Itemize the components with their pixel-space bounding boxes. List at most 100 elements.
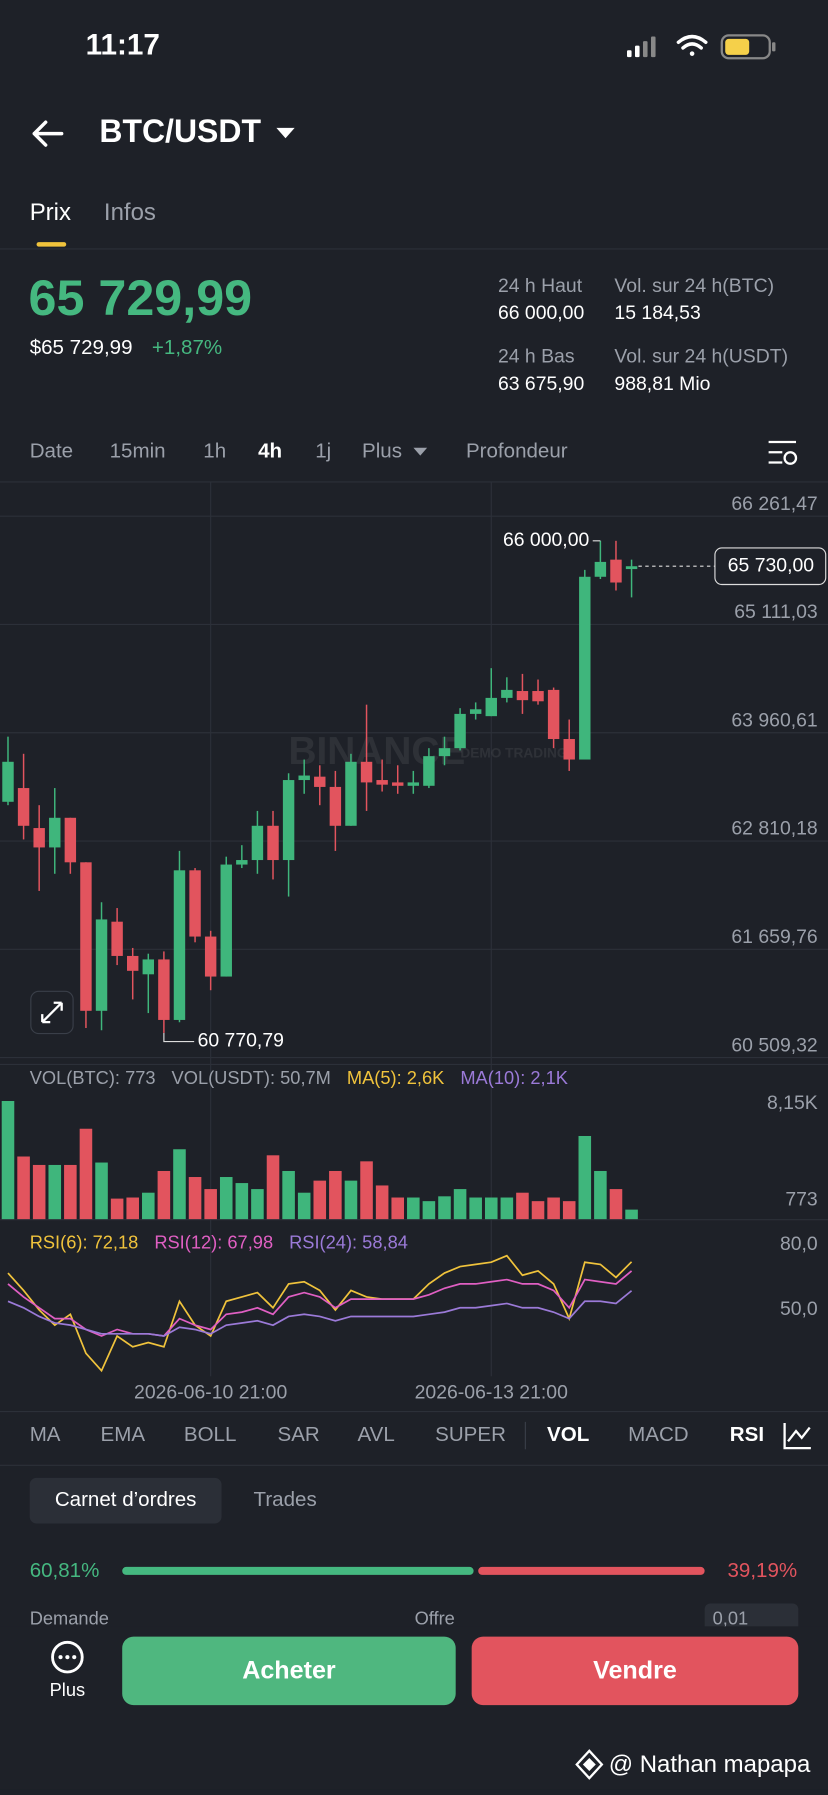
indicator-tab[interactable]: AVL xyxy=(357,1423,394,1446)
volume-bar xyxy=(562,1201,576,1220)
tab-pill[interactable] xyxy=(29,1477,222,1524)
volume-bar xyxy=(79,1128,93,1220)
volume-bar xyxy=(547,1197,560,1220)
chart-area: 2026-06-10 21:00 2026-06-13 21:00 BINANCED… xyxy=(0,481,828,1403)
volume-bar xyxy=(32,1164,46,1220)
ratio-bar xyxy=(122,1566,705,1575)
candle-body xyxy=(64,817,77,863)
candle-body xyxy=(80,862,92,1011)
stat-label: Vol. sur 24 h(BTC) xyxy=(614,275,774,297)
candle-body xyxy=(563,739,575,760)
volume-bar xyxy=(516,1192,529,1220)
volume-bar xyxy=(297,1192,311,1220)
buy-label[interactable]: Acheter xyxy=(242,1657,336,1685)
dropdown-arrow xyxy=(413,447,428,456)
x-tick-label: 2026-06-13 21:00 xyxy=(415,1381,568,1403)
low-marker-label: 60 770,79 xyxy=(198,1030,284,1052)
tab-active[interactable]: Prix xyxy=(30,199,71,226)
sell-label[interactable]: Vendre xyxy=(593,1657,677,1685)
timeframe[interactable]: 1j xyxy=(315,440,331,463)
volume-bar xyxy=(142,1192,155,1220)
stat-label: 24 h Bas xyxy=(498,346,575,368)
sell-button[interactable] xyxy=(471,1636,799,1706)
buy-button[interactable] xyxy=(122,1636,456,1706)
precision[interactable]: 0,01 xyxy=(713,1607,749,1628)
indicator-tab[interactable]: SUPER xyxy=(435,1423,506,1446)
watermark: DEMO TRADING xyxy=(460,745,567,760)
candle-body xyxy=(501,689,513,698)
low-marker-line xyxy=(163,1032,195,1043)
volume-bar xyxy=(594,1170,607,1220)
volume-bar xyxy=(625,1209,638,1220)
indicator-tab-active[interactable]: RSI xyxy=(730,1423,764,1446)
indicator-tab[interactable]: SAR xyxy=(278,1423,320,1446)
candle-body xyxy=(158,959,170,1020)
column-header: Offre xyxy=(415,1607,455,1628)
y-tick-label: 62 810,18 xyxy=(731,818,817,840)
candle-body xyxy=(547,689,560,740)
orderbook-tab[interactable]: Trades xyxy=(254,1488,317,1511)
back-button[interactable] xyxy=(32,120,64,147)
candle-body xyxy=(392,782,404,786)
y-tick-label: 773 xyxy=(785,1189,817,1211)
pair-title[interactable]: BTC/USDT xyxy=(99,113,261,149)
candle-body xyxy=(267,825,279,861)
more-icon[interactable] xyxy=(51,1640,84,1674)
volume-bar xyxy=(500,1197,514,1220)
timeframe[interactable]: Date xyxy=(30,440,73,463)
volume-bar xyxy=(17,1156,30,1220)
candle-body xyxy=(282,780,295,861)
candle-body xyxy=(329,786,342,826)
volume-bar xyxy=(329,1170,342,1220)
orderbook-tab-active[interactable]: Carnet d’ordres xyxy=(55,1488,197,1511)
y-tick-label: 61 659,76 xyxy=(731,926,817,948)
candle-body xyxy=(126,955,139,971)
more-label[interactable]: Plus xyxy=(50,1679,86,1700)
timeframe[interactable]: 15min xyxy=(110,440,166,463)
y-tick-label: 63 960,61 xyxy=(731,709,817,731)
volume-bar xyxy=(204,1189,217,1220)
pair-dropdown[interactable] xyxy=(276,127,295,139)
price-usd: $65 729,99 xyxy=(30,336,133,359)
candle-body xyxy=(111,921,123,956)
candle-body xyxy=(423,756,435,786)
candle-body xyxy=(579,576,591,760)
volume-bar xyxy=(531,1201,545,1220)
candle-body xyxy=(33,828,45,848)
volume-bar xyxy=(48,1164,62,1220)
indicator-tab[interactable]: BOLL xyxy=(184,1423,237,1446)
chart-settings[interactable] xyxy=(768,440,798,465)
wifi-icon xyxy=(676,34,708,56)
candle-body xyxy=(236,860,248,865)
tab[interactable]: Infos xyxy=(104,199,156,226)
expand-button[interactable] xyxy=(30,990,74,1035)
expand-icon xyxy=(41,1001,63,1024)
candle-body xyxy=(204,936,217,977)
volume-bar xyxy=(407,1197,420,1220)
y-tick-label: 60 509,32 xyxy=(731,1034,817,1056)
ask-bar xyxy=(478,1566,705,1575)
volume-bar xyxy=(1,1101,15,1220)
candle-body xyxy=(438,748,451,757)
y-tick-label: 65 111,03 xyxy=(734,601,817,623)
volume-bar xyxy=(469,1197,482,1220)
indicator-tab[interactable]: EMA xyxy=(101,1423,146,1446)
indicator-settings[interactable] xyxy=(783,1423,811,1450)
volume-bar xyxy=(484,1197,498,1220)
candle-body xyxy=(516,691,529,701)
battery-icon xyxy=(720,34,776,60)
timeframe-active[interactable]: 4h xyxy=(258,440,282,463)
volume-bar xyxy=(375,1185,389,1220)
timeframe[interactable]: 1h xyxy=(203,440,226,463)
volume-bar xyxy=(344,1180,358,1220)
depth-tab[interactable]: Profondeur xyxy=(466,440,568,463)
volume-bar xyxy=(157,1170,171,1220)
x-tick-label: 2026-06-10 21:00 xyxy=(134,1381,287,1403)
timeframe-more[interactable]: Plus xyxy=(362,440,402,463)
indicator-tab[interactable]: MACD xyxy=(628,1423,689,1446)
indicator-tab[interactable]: MA xyxy=(30,1423,61,1446)
tab-indicator xyxy=(36,242,67,247)
indicator-tab-active[interactable]: VOL xyxy=(547,1423,589,1446)
